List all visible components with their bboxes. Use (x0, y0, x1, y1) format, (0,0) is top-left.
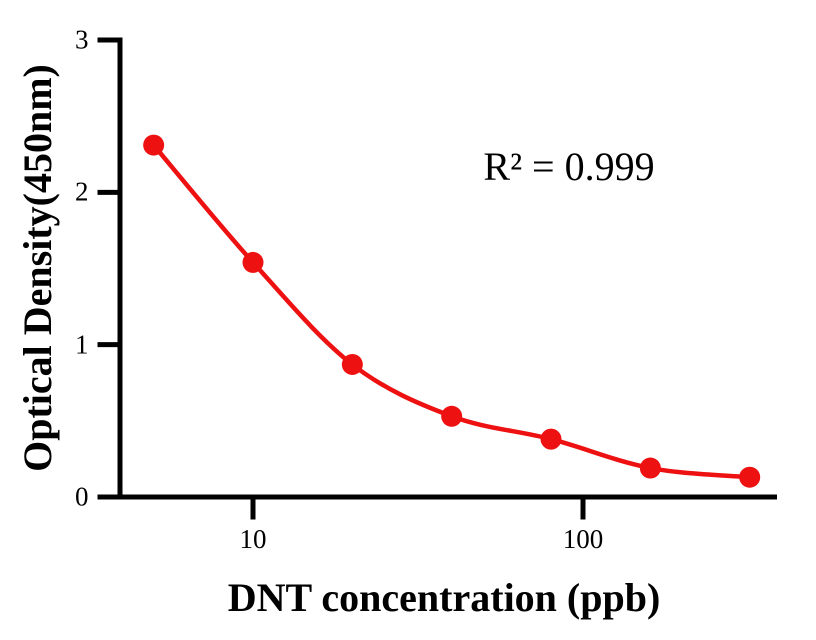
fit-curve (151, 142, 752, 480)
data-point (143, 134, 165, 156)
data-point (242, 251, 264, 273)
y-tick-label: 2 (75, 176, 89, 207)
y-axis-title: Optical Density(450nm) (15, 64, 60, 472)
x-tick-label: 10 (239, 523, 267, 554)
x-tick-label: 100 (562, 523, 604, 554)
r-squared-annotation: R² = 0.999 (483, 144, 655, 189)
data-point (639, 457, 661, 479)
data-point (739, 466, 761, 488)
y-tick-label: 1 (75, 329, 89, 360)
y-tick-label: 0 (75, 481, 89, 512)
y-tick-label: 3 (75, 24, 89, 55)
x-axis-title: DNT concentration (ppb) (227, 575, 661, 620)
data-point (441, 405, 463, 427)
data-point (540, 428, 562, 450)
data-point (341, 353, 363, 375)
